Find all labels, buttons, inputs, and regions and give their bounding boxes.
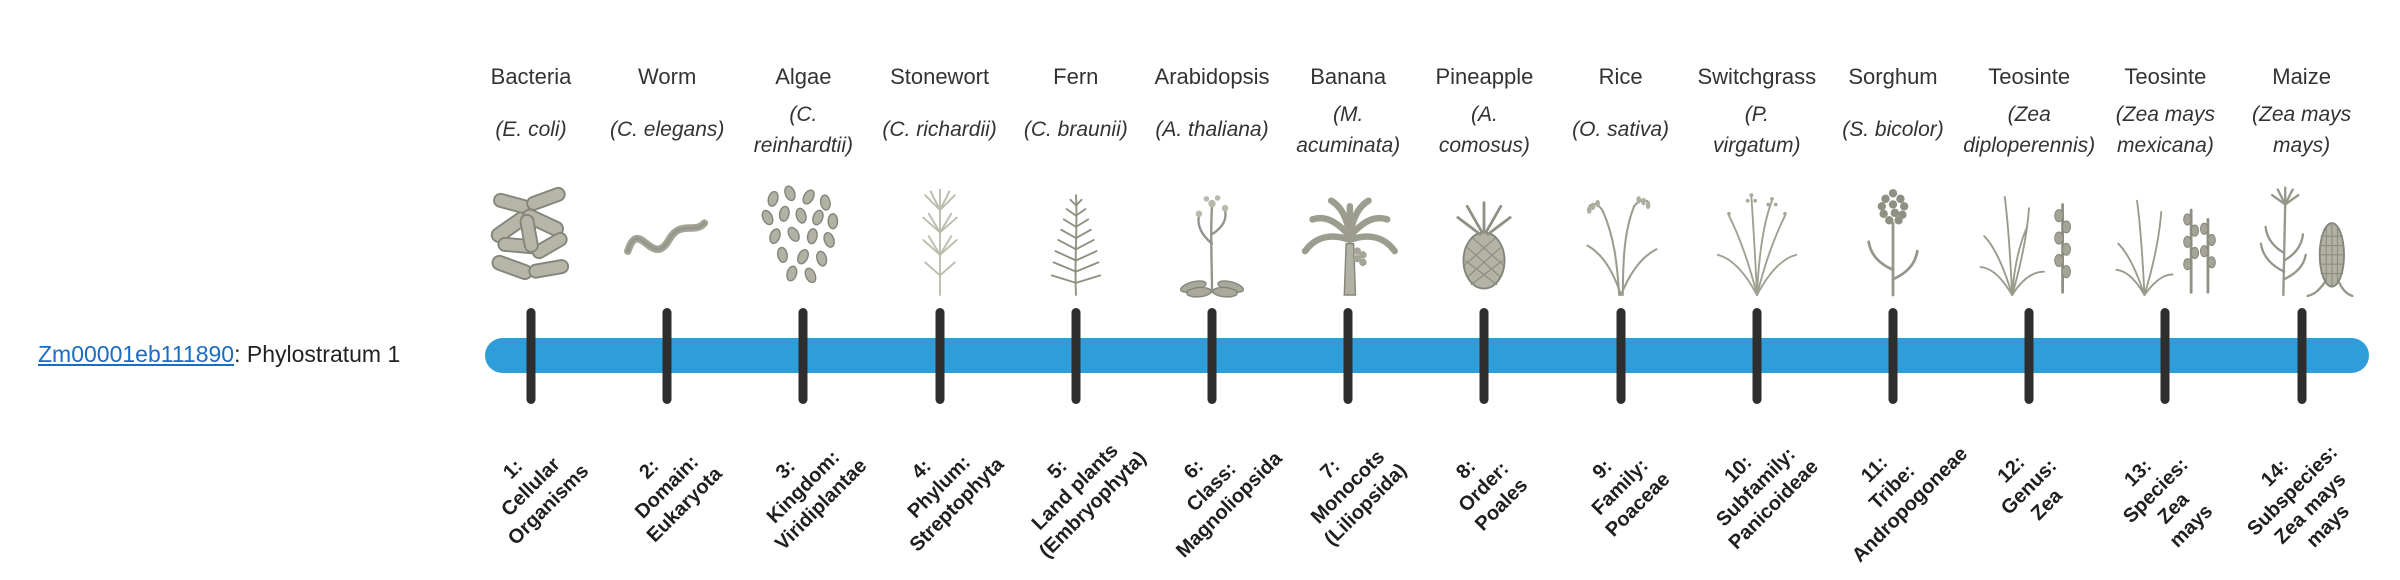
stratum-label-text: 1: Cellular Organisms: [496, 453, 594, 550]
phylostratum-tick: [2024, 308, 2034, 404]
algae-icon: [718, 168, 888, 300]
stonewort-icon: [855, 168, 1025, 300]
gene-label: Zm00001eb111890: Phylostratum 1: [38, 341, 400, 368]
organism-name: Stonewort: [890, 64, 990, 89]
phylostratum-tick: [2160, 308, 2170, 404]
organism-column: Pineapple (A. comosus): [1399, 62, 1569, 300]
phylostratum-tick: [1479, 308, 1489, 404]
organism-species: (Zea mays mexicana): [2115, 102, 2215, 158]
organism-name: Teosinte: [2124, 64, 2207, 89]
stratum-label-text: 4: Phylum: Streptophyta: [903, 451, 1009, 557]
stratum-label-text: 2: Domain: Eukaryota: [630, 451, 727, 547]
phylostratum-tick: [662, 308, 672, 404]
organism-name: Pineapple: [1435, 64, 1534, 89]
bacteria-icon: [446, 168, 616, 300]
worm-icon: [582, 168, 752, 300]
gene-label-suffix: : Phylostratum 1: [234, 341, 401, 367]
phylostratum-tick: [798, 308, 808, 404]
rice-icon: [1536, 168, 1706, 300]
teosinte-icon: [1944, 168, 2114, 300]
sorghum-icon: [1808, 168, 1978, 300]
organism-species: (Zea diploperennis): [1963, 102, 2096, 158]
organism-column: Maize (Zea mays mays): [2217, 62, 2387, 300]
organism-name: Rice: [1598, 64, 1643, 89]
organism-column: Worm (C. elegans): [582, 62, 752, 300]
arabidopsis-icon: [1127, 168, 1297, 300]
stratum-label-text: 7: Monocots (Liliopsida): [1306, 445, 1412, 551]
organism-column: Algae (C. reinhardtii): [718, 62, 888, 300]
phylostratum-tick: [1343, 308, 1353, 404]
organism-species: (O. sativa): [1572, 118, 1670, 142]
organism-name: Bacteria: [490, 64, 572, 89]
banana-icon: [1263, 168, 1433, 300]
stratum-label-text: 6: Class: Magnoliopsida: [1172, 447, 1287, 563]
pineapple-icon: [1399, 168, 1569, 300]
stratum-label-text: 9: Family: Poaceae: [1587, 454, 1675, 542]
organism-name: Worm: [638, 64, 697, 89]
organism-name: Sorghum: [1848, 64, 1938, 89]
organism-column: Rice (O. sativa): [1536, 62, 1706, 300]
organism-species: (S. bicolor): [1842, 118, 1944, 142]
organism-name: Banana: [1310, 64, 1387, 89]
gene-id-link[interactable]: Zm00001eb111890: [38, 341, 235, 367]
organism-column: Teosinte (Zea mays mexicana): [2080, 62, 2250, 300]
organism-name: Switchgrass: [1697, 64, 1817, 89]
phylostratum-tick: [526, 308, 536, 404]
organism-species: (P. virgatum): [1713, 102, 1801, 158]
organism-name: Algae: [775, 64, 832, 89]
phylostratum-tick: [1616, 308, 1626, 404]
phylostratum-tick: [1207, 308, 1217, 404]
phylostratum-tick: [1752, 308, 1762, 404]
phylostratum-tick: [935, 308, 945, 404]
fern-icon: [991, 168, 1161, 300]
organism-column: Banana (M. acuminata): [1263, 62, 1433, 300]
switchgrass-icon: [1672, 168, 1842, 300]
organism-species: (C. elegans): [609, 118, 725, 142]
stratum-label-text: 12: Genus: Zea: [1993, 451, 2067, 525]
organism-species: (A. thaliana): [1155, 118, 1269, 142]
organism-species: (C. reinhardtii): [753, 102, 853, 158]
organism-column: Arabidopsis (A. thaliana): [1127, 62, 1297, 300]
organism-name: Fern: [1053, 64, 1099, 89]
stratum-label-text: 13: Species: Zea mays: [2119, 453, 2218, 553]
organism-species: (M. acuminata): [1296, 102, 1401, 158]
organism-name: Maize: [2272, 64, 2331, 89]
timeline-bar: [485, 338, 2369, 373]
maize-icon: [2217, 168, 2387, 300]
organism-name: Arabidopsis: [1154, 64, 1270, 89]
organism-species: (E. coli): [495, 118, 567, 142]
phylostratum-tick: [2297, 308, 2307, 404]
stratum-label-text: 10: Subfamily: Panicoideae: [1712, 443, 1824, 554]
phylostratum-tick: [1888, 308, 1898, 404]
organism-column: Bacteria (E. coli): [446, 62, 616, 300]
organism-column: Stonewort (C. richardii): [855, 62, 1025, 300]
organism-column: Switchgrass (P. virgatum): [1672, 62, 1842, 300]
teosinte2-icon: [2080, 168, 2250, 300]
organism-species: (C. richardii): [882, 118, 997, 142]
stratum-label-text: 8: Order: Poales: [1452, 455, 1533, 536]
organism-column: Fern (C. braunii): [991, 62, 1161, 300]
stratum-label-text: 5: Land plants (Embryophyta): [1027, 439, 1151, 563]
organism-column: Teosinte (Zea diploperennis): [1944, 62, 2114, 300]
stratum-label-text: 11: Tribe: Andropogoneae: [1848, 442, 1973, 567]
organism-column: Sorghum (S. bicolor): [1808, 62, 1978, 300]
organism-species: (Zea mays mays): [2252, 102, 2352, 158]
stratum-label-text: 3: Kingdom: Viridiplantae: [762, 446, 871, 555]
stratum-label-text: 14: Subspecies: Zea mays mays: [2242, 441, 2354, 553]
organism-species: (C. braunii): [1023, 118, 1128, 142]
organism-species: (A. comosus): [1438, 102, 1530, 158]
organism-name: Teosinte: [1988, 64, 2071, 89]
phylostratum-tick: [1071, 308, 1081, 404]
